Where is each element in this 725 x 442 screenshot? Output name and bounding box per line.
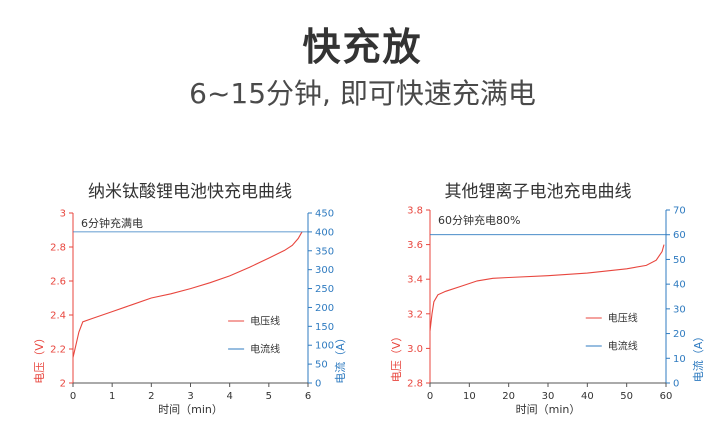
x-tick-label: 2: [148, 391, 154, 402]
y-tick-label: 2.2: [50, 345, 66, 356]
chart-annotation: 60分钟充电80%: [438, 213, 520, 227]
x-axis-label: 时间（min）: [516, 403, 581, 416]
y2-tick-label: 0: [315, 379, 321, 390]
y2-tick-label: 350: [315, 246, 334, 257]
y2-tick-label: 20: [673, 329, 686, 340]
x-tick-label: 60: [660, 391, 673, 402]
y-tick-label: 2.8: [407, 379, 423, 390]
y2-tick-label: 40: [673, 280, 686, 291]
y-tick-label: 2.4: [50, 311, 66, 322]
y2-tick-label: 250: [315, 284, 334, 295]
y2-tick-label: 100: [315, 341, 334, 352]
y2-tick-label: 70: [673, 206, 686, 217]
x-tick-label: 3: [187, 391, 193, 402]
x-tick-label: 1: [109, 391, 115, 402]
y2-tick-label: 450: [315, 209, 334, 220]
y-axis-label: 电压（V）: [33, 332, 46, 384]
y2-tick-label: 10: [673, 354, 686, 365]
y2-axis-label: 电流（A）: [691, 331, 705, 383]
y-tick-label: 2.6: [50, 277, 66, 288]
chart-annotation: 6分钟充满电: [81, 216, 143, 230]
y2-tick-label: 60: [673, 230, 686, 241]
lto-charge-chart: 22.22.42.62.8305010015020025030035040045…: [33, 209, 347, 417]
x-tick-label: 30: [542, 391, 555, 402]
y2-tick-label: 50: [673, 255, 686, 266]
x-tick-label: 20: [502, 391, 515, 402]
x-tick-label: 10: [463, 391, 476, 402]
y-tick-label: 3.6: [407, 240, 423, 251]
legend-current-label: 电流线: [250, 343, 280, 356]
y2-tick-label: 400: [315, 227, 334, 238]
voltage-line: [429, 244, 665, 332]
chart-title-other: 其他锂离子电池充电曲线: [444, 182, 632, 202]
y-tick-label: 3.2: [407, 309, 423, 320]
voltage-line: [72, 231, 303, 358]
legend-voltage-label: 电压线: [608, 312, 638, 325]
y2-tick-label: 300: [315, 265, 334, 276]
x-tick-label: 40: [581, 391, 594, 402]
x-tick-label: 0: [70, 391, 76, 402]
y-tick-label: 2.8: [50, 243, 66, 254]
x-tick-label: 50: [620, 391, 633, 402]
y-tick-label: 3.0: [407, 344, 423, 355]
y-tick-label: 3.8: [407, 206, 423, 217]
x-tick-label: 5: [266, 391, 272, 402]
x-axis-label: 时间（min）: [158, 403, 223, 416]
y2-tick-label: 200: [315, 303, 334, 314]
page-headline: 快充放: [302, 25, 423, 69]
y2-tick-label: 150: [315, 322, 334, 333]
x-tick-label: 6: [305, 391, 311, 402]
legend-current-label: 电流线: [608, 340, 638, 353]
y-tick-label: 3: [60, 209, 66, 220]
y2-tick-label: 0: [673, 379, 679, 390]
legend-voltage-label: 电压线: [250, 315, 280, 328]
y2-axis-label: 电流（A）: [333, 332, 347, 384]
y2-tick-label: 30: [673, 304, 686, 315]
y-axis-label: 电压（V）: [390, 331, 403, 383]
other-liion-charge-chart: 2.8 3.0 3.2 3.4 3.6 3.8 0 10 20 30 40 50 60 70 0 10 20 30…: [390, 206, 705, 417]
y-tick-label: 3.4: [407, 275, 423, 286]
y2-tick-label: 50: [315, 360, 328, 371]
x-tick-label: 4: [226, 391, 232, 402]
y-tick-label: 2: [60, 379, 66, 390]
page-subheadline: 6~15分钟, 即可快速充满电: [189, 77, 536, 110]
x-tick-label: 0: [427, 391, 433, 402]
chart-title-lto: 纳米钛酸锂电池快充电曲线: [88, 182, 292, 202]
